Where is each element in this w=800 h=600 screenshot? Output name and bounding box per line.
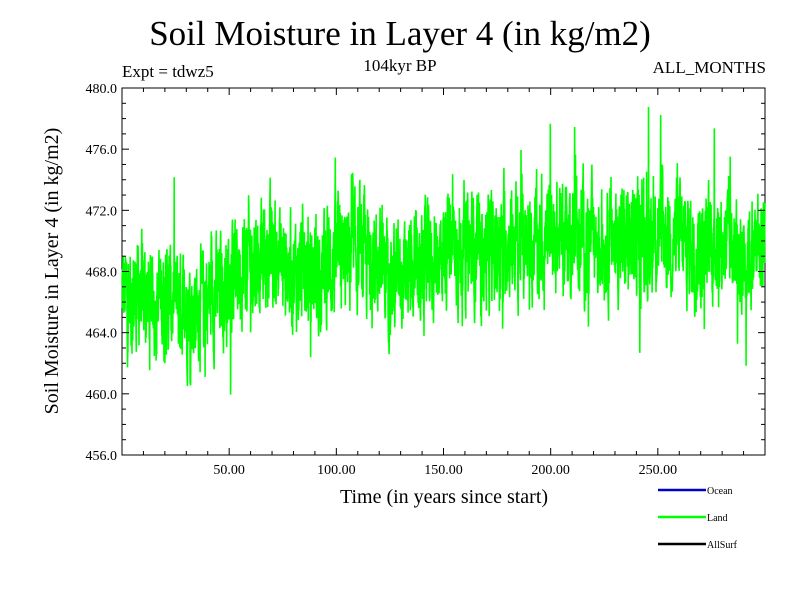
y-tick-label: 460.0 [86,388,118,403]
axis-layer: 456.0 460.0 464.0 468.0 472.0 476.0 480.0 50.00… [86,82,765,478]
y-tick-label: 456.0 [86,449,118,464]
x-tick-label: 100.00 [317,463,356,478]
series-line-land [121,106,766,395]
y-axis-label: Soil Moisture in Layer 4 (in kg/m2) [41,128,63,415]
legend-label-land: Land [707,513,728,524]
x-axis-label: Time (in years since start) [340,486,548,508]
months-label: ALL_MONTHS [652,58,766,77]
experiment-label: Expt = tdwz5 [122,62,214,81]
x-tick-label: 250.00 [639,463,678,478]
y-tick-label: 476.0 [86,143,118,158]
y-tick-label: 472.0 [86,204,118,219]
legend-label-ocean: Ocean [707,486,733,497]
x-tick-label: 150.00 [424,463,463,478]
y-tick-label: 480.0 [86,82,118,97]
legend-label-allsurf: AllSurf [707,540,738,551]
chart-title: Soil Moisture in Layer 4 (in kg/m2) [149,14,651,53]
x-tick-label: 50.00 [213,463,245,478]
legend: Ocean Land AllSurf [658,486,738,551]
y-tick-label: 468.0 [86,266,118,281]
y-tick-label: 464.0 [86,327,118,342]
period-label: 104kyr BP [363,56,437,75]
series-layer [121,106,766,395]
x-tick-label: 200.00 [531,463,570,478]
